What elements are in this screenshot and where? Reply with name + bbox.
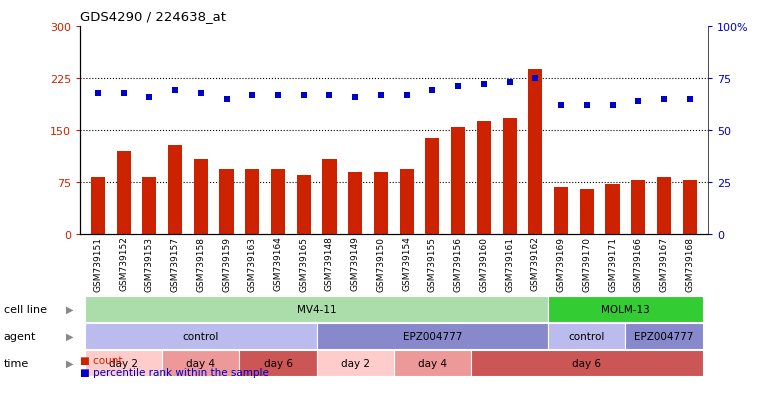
Bar xyxy=(297,176,310,235)
Point xyxy=(221,96,233,103)
Text: EPZ004777: EPZ004777 xyxy=(635,331,694,341)
Text: cell line: cell line xyxy=(4,304,47,314)
Text: MOLM-13: MOLM-13 xyxy=(601,304,650,314)
Bar xyxy=(580,190,594,235)
Text: day 6: day 6 xyxy=(263,358,292,368)
Bar xyxy=(683,180,697,235)
Point xyxy=(426,88,438,95)
Point xyxy=(478,82,490,88)
Text: day 6: day 6 xyxy=(572,358,601,368)
Point xyxy=(452,84,464,90)
Bar xyxy=(323,160,336,235)
Point xyxy=(400,92,412,99)
Bar xyxy=(219,169,234,235)
Bar xyxy=(194,160,208,235)
Text: EPZ004777: EPZ004777 xyxy=(403,331,462,341)
Bar xyxy=(374,172,388,235)
Text: control: control xyxy=(568,331,605,341)
Text: agent: agent xyxy=(4,331,37,341)
Bar xyxy=(271,169,285,235)
Point xyxy=(555,102,567,109)
Bar xyxy=(528,70,543,235)
Text: day 4: day 4 xyxy=(418,358,447,368)
Text: GDS4290 / 224638_at: GDS4290 / 224638_at xyxy=(80,10,226,23)
Bar xyxy=(348,172,362,235)
Text: control: control xyxy=(183,331,219,341)
Text: day 2: day 2 xyxy=(341,358,370,368)
Point xyxy=(658,96,670,103)
Bar xyxy=(502,118,517,235)
Bar xyxy=(425,139,440,235)
Point xyxy=(117,90,129,97)
Point xyxy=(504,80,516,86)
Text: ■ percentile rank within the sample: ■ percentile rank within the sample xyxy=(80,367,269,377)
Point xyxy=(298,92,310,99)
Point xyxy=(323,92,336,99)
Bar xyxy=(657,178,671,235)
Point xyxy=(272,92,284,99)
Bar xyxy=(245,169,260,235)
Point xyxy=(143,94,155,101)
Point xyxy=(375,92,387,99)
Bar xyxy=(477,122,491,235)
Text: ▶: ▶ xyxy=(66,331,74,341)
Point xyxy=(581,102,593,109)
Point xyxy=(195,90,207,97)
Point xyxy=(169,88,181,95)
Text: day 4: day 4 xyxy=(186,358,215,368)
Text: MV4-11: MV4-11 xyxy=(297,304,336,314)
Point xyxy=(349,94,361,101)
Bar xyxy=(400,169,414,235)
Bar xyxy=(554,188,568,235)
Bar xyxy=(606,185,619,235)
Bar xyxy=(142,178,157,235)
Bar xyxy=(116,152,131,235)
Text: ▶: ▶ xyxy=(66,358,74,368)
Point xyxy=(683,96,696,103)
Point xyxy=(529,76,541,82)
Bar xyxy=(91,178,105,235)
Bar xyxy=(168,146,182,235)
Point xyxy=(92,90,104,97)
Bar xyxy=(631,180,645,235)
Point xyxy=(247,92,259,99)
Point xyxy=(607,102,619,109)
Point xyxy=(632,98,645,105)
Text: day 2: day 2 xyxy=(109,358,139,368)
Text: ■ count: ■ count xyxy=(80,355,123,365)
Text: ▶: ▶ xyxy=(66,304,74,314)
Bar xyxy=(451,127,465,235)
Text: time: time xyxy=(4,358,29,368)
